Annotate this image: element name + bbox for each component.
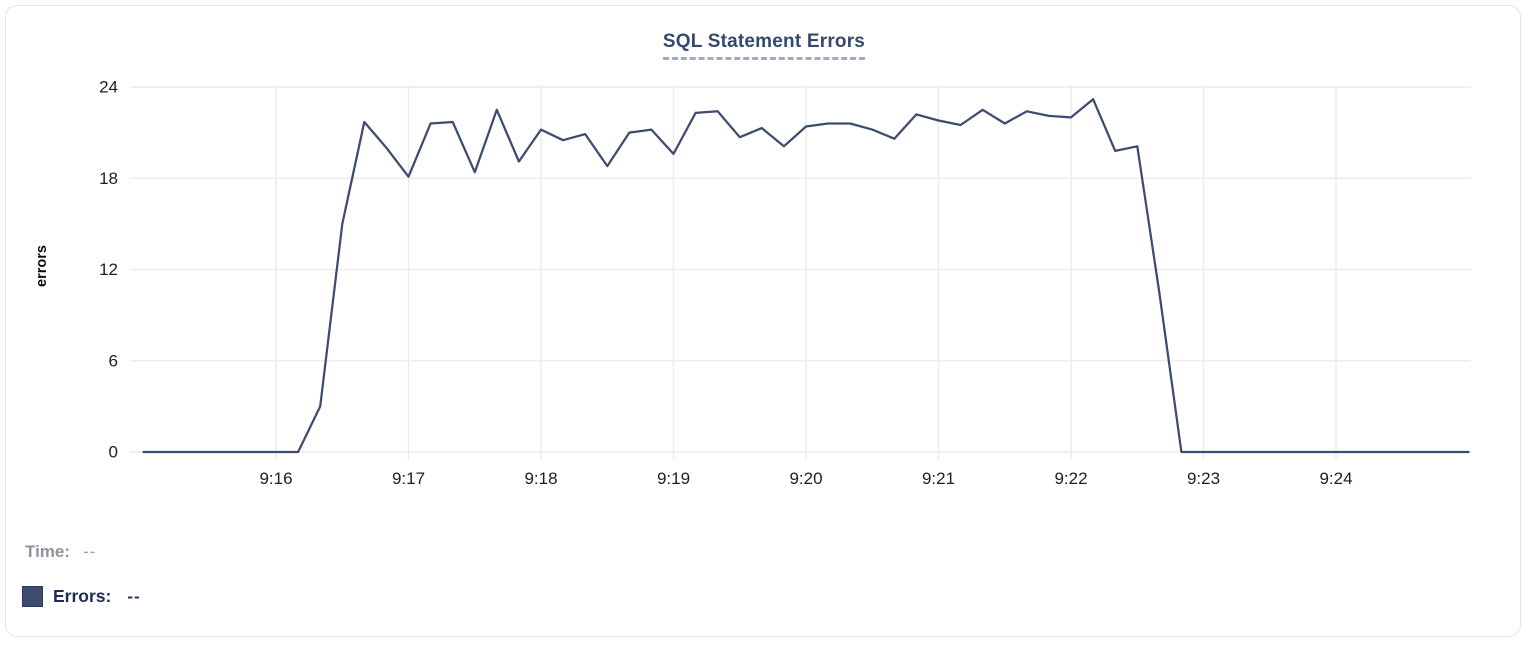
x-tick-label: 9:19: [657, 469, 690, 488]
y-tick-label: 12: [99, 260, 118, 279]
x-tick-label: 9:21: [922, 469, 955, 488]
chart-title-wrap: SQL Statement Errors: [0, 31, 1528, 60]
sql-statement-errors-line-chart[interactable]: 0 6 12 18 24 9:16 9:17 9:18 9:19 9:20 9:21 9:22 9:23…: [0, 0, 1528, 505]
chart-title[interactable]: SQL Statement Errors: [662, 31, 866, 60]
x-tick-label: 9:24: [1319, 469, 1352, 488]
readout-time-row: Time: --: [25, 542, 96, 562]
time-value: --: [83, 542, 97, 561]
x-tick-label: 9:20: [789, 469, 822, 488]
readout-errors-row: Errors: --: [22, 586, 141, 607]
y-tick-label: 0: [109, 443, 118, 462]
errors-series-swatch: [22, 586, 43, 607]
x-tick-label: 9:22: [1054, 469, 1087, 488]
errors-series-line: [142, 98, 1470, 454]
time-label: Time:: [25, 542, 71, 561]
errors-value: --: [127, 586, 141, 606]
x-tick-label: 9:23: [1187, 469, 1220, 488]
y-axis-title: errors: [34, 245, 50, 287]
x-tick-label: 9:16: [259, 469, 292, 488]
chart-card: [5, 5, 1521, 637]
x-tick-label: 9:18: [524, 469, 557, 488]
y-tick-label: 24: [99, 78, 118, 97]
x-tick-label: 9:17: [392, 469, 425, 488]
y-tick-label: 18: [99, 169, 118, 188]
errors-label: Errors:: [53, 586, 112, 606]
y-tick-label: 6: [109, 351, 118, 370]
